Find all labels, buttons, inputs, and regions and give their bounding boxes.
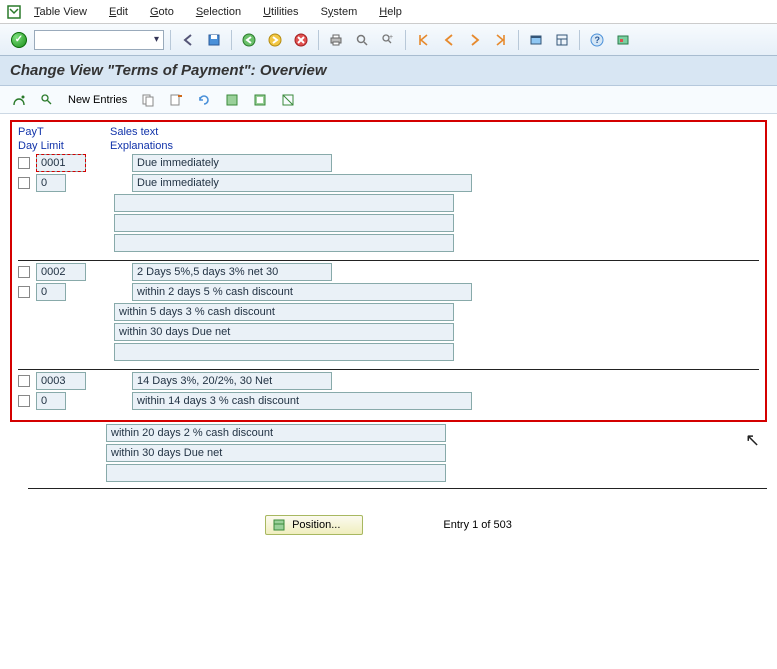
menu-help[interactable]: Help [369,4,412,20]
new-session-icon[interactable] [525,29,547,51]
new-entries-button[interactable]: New Entries [64,94,131,106]
header-salestext: Sales text [110,126,158,138]
back-green-icon[interactable] [238,29,260,51]
explanation-field[interactable] [114,194,454,212]
undo-icon[interactable] [193,89,215,111]
highlight-box: PayT Sales text Day Limit Explanations 0… [10,120,767,422]
menu-goto[interactable]: Goto [140,4,184,20]
payt-field[interactable]: 0002 [36,263,86,281]
menu-system[interactable]: System [311,4,368,20]
header-payt: PayT [18,126,88,138]
menu-selection[interactable]: Selection [186,4,251,20]
content-area: PayT Sales text Day Limit Explanations 0… [0,114,777,545]
footer: Position... Entry 1 of 503 [10,515,767,535]
salestext-field[interactable]: 2 Days 5%,5 days 3% net 30 [132,263,332,281]
enter-button[interactable]: ✓ [8,29,30,51]
first-page-icon[interactable] [412,29,434,51]
toolbar-separator [518,30,519,50]
row-selector[interactable] [18,266,30,278]
daylimit-field[interactable]: 0 [36,174,66,192]
app-menu-icon[interactable] [6,4,22,20]
toggle-change-icon[interactable] [8,89,30,111]
entry-block: 0003 14 Days 3%, 20/2%, 30 Net 0 within … [18,372,759,418]
daylimit-field[interactable]: 0 [36,392,66,410]
position-button[interactable]: Position... [265,515,363,535]
select-all-icon[interactable] [221,89,243,111]
entry-counter: Entry 1 of 503 [443,519,512,531]
layout-icon[interactable] [551,29,573,51]
salestext-field[interactable]: Due immediately [132,154,332,172]
last-page-icon[interactable] [490,29,512,51]
select-block-icon[interactable] [249,89,271,111]
explanation-field[interactable] [114,343,454,361]
explanation-field[interactable]: within 14 days 3 % cash discount [132,392,472,410]
explanation-field[interactable] [114,214,454,232]
row-selector[interactable] [18,157,30,169]
explanation-field[interactable]: within 30 days Due net [114,323,454,341]
daylimit-field[interactable]: 0 [36,283,66,301]
header-explanations: Explanations [110,140,173,152]
command-field[interactable]: ▾ [34,30,164,50]
row-selector[interactable] [18,286,30,298]
explanation-field[interactable]: within 5 days 3 % cash discount [114,303,454,321]
cancel-red-icon[interactable] [290,29,312,51]
explanation-field[interactable]: within 20 days 2 % cash discount [106,424,446,442]
menu-table-view[interactable]: Table View [24,4,97,20]
select-icon[interactable] [36,89,58,111]
delete-icon[interactable] [165,89,187,111]
print-icon[interactable] [325,29,347,51]
columns-header: PayT Sales text [18,126,759,138]
back-icon[interactable] [177,29,199,51]
toolbar-separator [579,30,580,50]
header-daylimit: Day Limit [18,140,88,152]
explanation-field[interactable]: Due immediately [132,174,472,192]
row-selector[interactable] [18,177,30,189]
position-label: Position... [292,519,340,531]
entry-block: 0002 2 Days 5%,5 days 3% net 30 0 within… [18,263,759,370]
entry-block: 0001 Due immediately 0 Due immediately [18,154,759,261]
copy-icon[interactable] [137,89,159,111]
toolbar-separator [405,30,406,50]
columns-header-2: Day Limit Explanations [18,140,759,152]
find-icon[interactable] [351,29,373,51]
menu-edit[interactable]: Edit [99,4,138,20]
toolbar-separator [170,30,171,50]
deselect-all-icon[interactable] [277,89,299,111]
toolbar-separator [231,30,232,50]
svg-text:+: + [389,34,393,41]
row-selector[interactable] [18,375,30,387]
explanation-field[interactable]: within 2 days 5 % cash discount [132,283,472,301]
next-page-icon[interactable] [464,29,486,51]
cursor-icon: ↖ [745,430,760,451]
payt-field[interactable]: 0001 [36,154,86,172]
svg-text:?: ? [595,35,601,45]
explanation-field[interactable]: within 30 days Due net [106,444,446,462]
explanation-field[interactable] [106,464,446,482]
customize-icon[interactable] [612,29,634,51]
page-title: Change View "Terms of Payment": Overview [0,56,777,86]
help-icon[interactable]: ? [586,29,608,51]
entry-block-cont: within 20 days 2 % cash discount within … [10,424,767,489]
prev-page-icon[interactable] [438,29,460,51]
position-icon [272,518,286,532]
menu-utilities[interactable]: Utilities [253,4,308,20]
salestext-field[interactable]: 14 Days 3%, 20/2%, 30 Net [132,372,332,390]
row-selector[interactable] [18,395,30,407]
payt-field[interactable]: 0003 [36,372,86,390]
app-toolbar: New Entries [0,86,777,114]
toolbar-separator [318,30,319,50]
system-toolbar: ✓ ▾ + ? [0,24,777,56]
save-icon[interactable] [203,29,225,51]
exit-yellow-icon[interactable] [264,29,286,51]
explanation-field[interactable] [114,234,454,252]
find-next-icon[interactable]: + [377,29,399,51]
menu-bar: Table View Edit Goto Selection Utilities… [0,0,777,24]
